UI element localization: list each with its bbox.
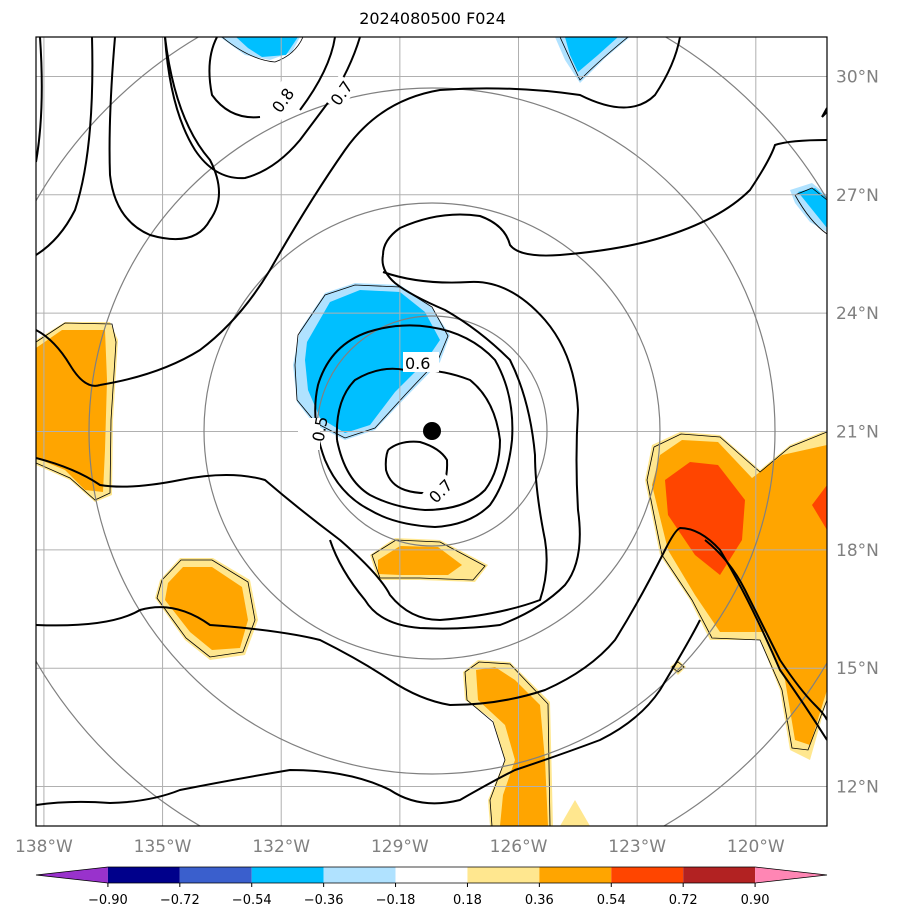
colorbar-segment — [755, 867, 827, 883]
latitude-tick-label: 21°N — [836, 423, 879, 443]
colorbar-tick-label: 0.36 — [525, 893, 554, 908]
map-frame — [35, 36, 828, 827]
latitude-tick-label: 30°N — [836, 67, 879, 87]
anomaly-outlines — [36, 37, 827, 826]
colorbar-segment — [395, 867, 468, 883]
latitude-tick-label: 15°N — [836, 659, 879, 679]
contour-label-0-7-center: 0.7 — [425, 476, 456, 507]
colorbar-segment — [539, 867, 612, 883]
latitude-tick-label: 27°N — [836, 186, 879, 206]
longitude-tick-label: 132°W — [252, 837, 310, 857]
colorbar-segment — [467, 867, 540, 883]
colorbar-labels: −0.90 −0.72 −0.54 −0.36 −0.18 0.18 0.36 0.54 0.7… — [88, 893, 770, 908]
longitude-tick-label: 120°W — [727, 837, 785, 857]
colorbar-segment — [611, 867, 684, 883]
storm-center-marker — [423, 422, 441, 440]
colorbar-segment — [251, 867, 324, 883]
longitude-tick-label: 138°W — [15, 837, 73, 857]
colorbar-segment — [107, 867, 180, 883]
colorbar-tick-label: 0.54 — [597, 893, 626, 908]
latitude-labels: 12°N 15°N 18°N 21°N 24°N 27°N 30°N — [836, 67, 879, 797]
graticule — [36, 37, 827, 826]
colorbar-segment — [179, 867, 252, 883]
latitude-tick-label: 18°N — [836, 541, 879, 561]
contour-labels: 0.8 0.7 0.6 0.5 0.7 — [262, 74, 458, 508]
latitude-tick-label: 24°N — [836, 304, 879, 324]
colorbar-tick-label: −0.72 — [160, 893, 200, 908]
contour-lines — [36, 37, 827, 806]
shaded-anomalies — [36, 37, 827, 826]
longitude-tick-label: 126°W — [490, 837, 548, 857]
longitude-tick-label: 129°W — [371, 837, 429, 857]
contour-label-0-5: 0.5 — [309, 415, 332, 443]
latitude-tick-label: 12°N — [836, 778, 879, 798]
colorbar — [35, 866, 828, 887]
colorbar-tick-label: 0.18 — [453, 893, 482, 908]
map-area: 0.8 0.7 0.6 0.5 0.7 — [36, 37, 827, 826]
colorbar-tick-label: 0.72 — [669, 893, 698, 908]
colorbar-tick-label: −0.90 — [88, 893, 128, 908]
map-title: 2024080500 F024 — [359, 9, 506, 28]
colorbar-tick-label: −0.18 — [376, 893, 416, 908]
longitude-labels: 138°W 135°W 132°W 129°W 126°W 123°W 120°W — [15, 837, 785, 857]
range-rings — [36, 37, 827, 826]
longitude-tick-label: 135°W — [134, 837, 192, 857]
colorbar-segment — [323, 867, 396, 883]
colorbar-tick-label: 0.90 — [741, 893, 770, 908]
contour-label-0-6: 0.6 — [405, 354, 430, 373]
colorbar-tick-label: −0.54 — [232, 893, 272, 908]
colorbar-segment — [683, 867, 756, 883]
longitude-tick-label: 123°W — [608, 837, 666, 857]
colorbar-segment — [36, 867, 108, 883]
colorbar-tick-label: −0.36 — [304, 893, 344, 908]
